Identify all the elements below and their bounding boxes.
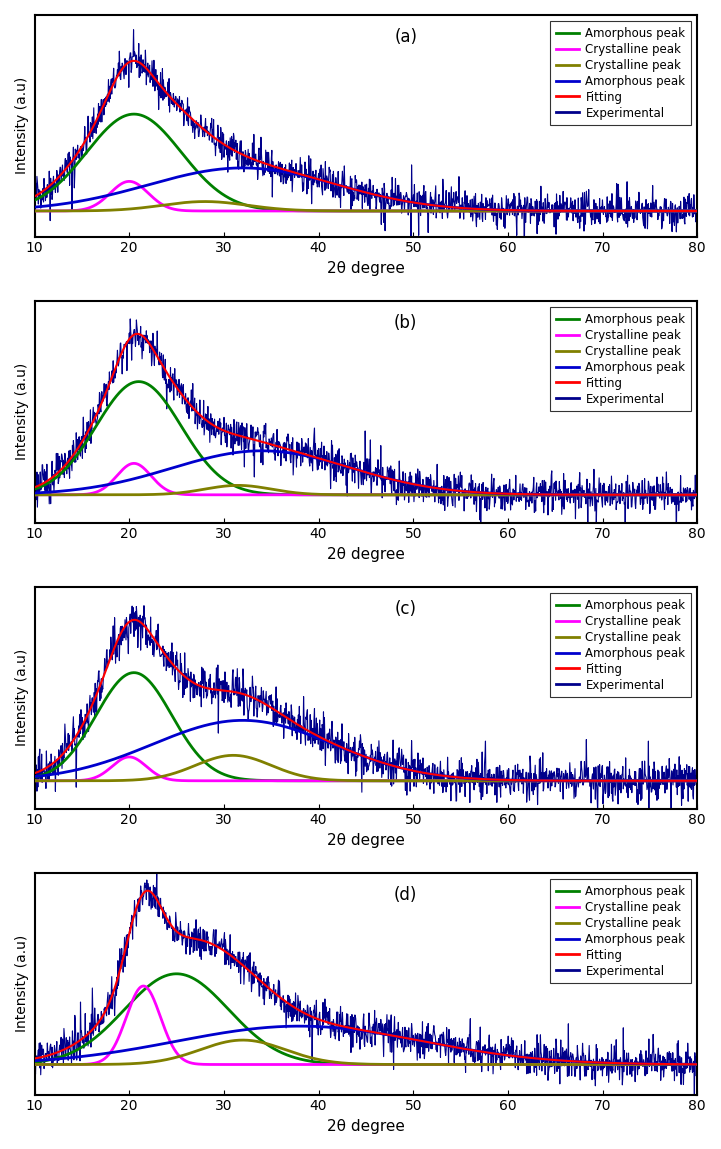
Legend: Amorphous peak, Crystalline peak, Crystalline peak, Amorphous peak, Fitting, Exp: Amorphous peak, Crystalline peak, Crysta… [550,879,691,984]
Y-axis label: Intensity (a.u): Intensity (a.u) [15,649,29,747]
Legend: Amorphous peak, Crystalline peak, Crystalline peak, Amorphous peak, Fitting, Exp: Amorphous peak, Crystalline peak, Crysta… [550,593,691,697]
Y-axis label: Intensity (a.u): Intensity (a.u) [15,935,29,1033]
Legend: Amorphous peak, Crystalline peak, Crystalline peak, Amorphous peak, Fitting, Exp: Amorphous peak, Crystalline peak, Crysta… [550,21,691,125]
Text: (b): (b) [394,315,417,332]
X-axis label: 2θ degree: 2θ degree [327,833,404,848]
X-axis label: 2θ degree: 2θ degree [327,547,404,562]
Legend: Amorphous peak, Crystalline peak, Crystalline peak, Amorphous peak, Fitting, Exp: Amorphous peak, Crystalline peak, Crysta… [550,307,691,411]
Text: (c): (c) [394,600,417,618]
Text: (a): (a) [394,29,417,46]
X-axis label: 2θ degree: 2θ degree [327,1119,404,1134]
Y-axis label: Intensity (a.u): Intensity (a.u) [15,77,29,175]
X-axis label: 2θ degree: 2θ degree [327,261,404,276]
Text: (d): (d) [394,886,417,904]
Y-axis label: Intensity (a.u): Intensity (a.u) [15,363,29,461]
